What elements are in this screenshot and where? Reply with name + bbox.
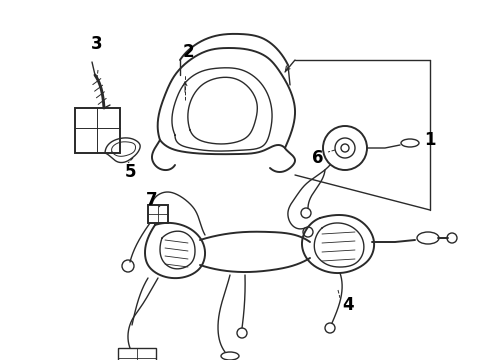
Text: 3: 3 xyxy=(91,35,103,53)
Text: 5: 5 xyxy=(124,163,136,181)
Text: 1: 1 xyxy=(424,131,436,149)
Text: 6: 6 xyxy=(312,149,324,167)
Text: 7: 7 xyxy=(146,191,158,209)
Text: 2: 2 xyxy=(182,43,194,61)
Text: 4: 4 xyxy=(342,296,354,314)
